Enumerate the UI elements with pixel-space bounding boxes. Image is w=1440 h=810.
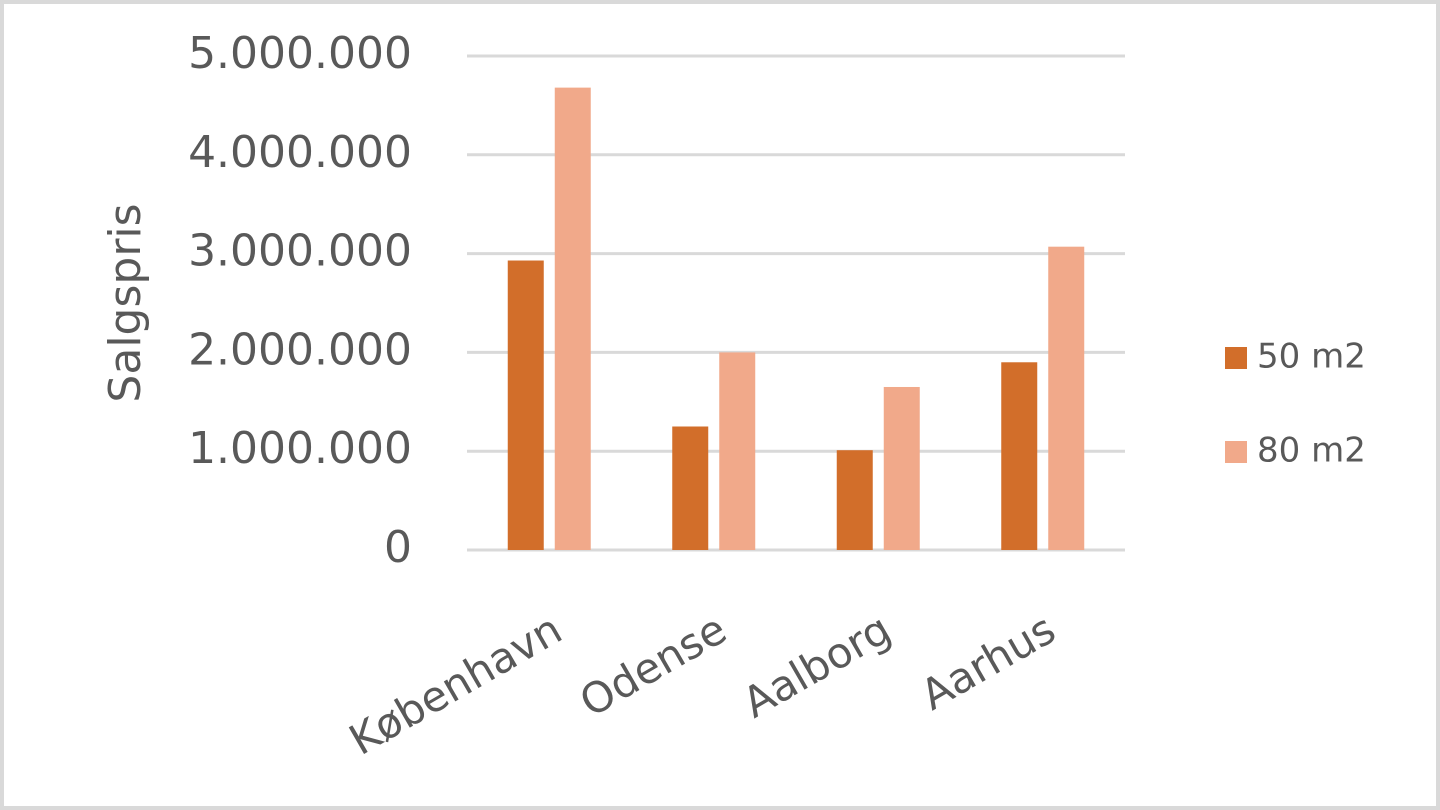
bar — [672, 426, 709, 550]
legend-label: 50 m2 — [1257, 337, 1366, 377]
y-axis-title: Salgspris — [100, 203, 151, 402]
legend-label: 80 m2 — [1257, 431, 1366, 471]
y-tick-label: 5.000.000 — [188, 28, 412, 79]
y-tick-label: 1.000.000 — [188, 423, 412, 474]
legend-swatch — [1225, 441, 1247, 463]
y-tick-label: 0 — [384, 522, 412, 573]
bar — [883, 386, 920, 550]
bar — [554, 87, 591, 550]
y-tick-label: 3.000.000 — [188, 226, 412, 277]
legend-swatch — [1225, 347, 1247, 369]
y-tick-label: 2.000.000 — [188, 324, 412, 375]
bar — [1048, 246, 1085, 550]
bar — [719, 352, 756, 550]
bar — [507, 260, 544, 550]
y-tick-label: 4.000.000 — [188, 127, 412, 178]
bar — [1001, 362, 1038, 550]
bar — [836, 450, 873, 550]
